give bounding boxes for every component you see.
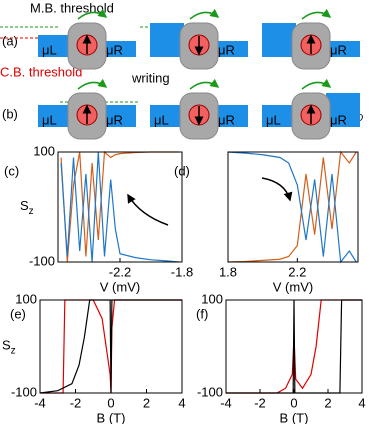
series-line (39, 299, 182, 394)
mu-label: μR (106, 112, 123, 127)
hop-arrow (189, 8, 220, 20)
series-line (226, 299, 362, 394)
hop-arrow (189, 78, 220, 90)
row-label: (a) (2, 33, 18, 48)
lead (150, 23, 184, 57)
series-line (40, 299, 182, 394)
x-tick-label: 4 (178, 395, 185, 410)
lead (262, 23, 296, 57)
arrow (261, 177, 293, 202)
lead (38, 35, 72, 57)
lead (214, 41, 248, 57)
x-tick-label: -2 (254, 395, 266, 410)
lead (38, 105, 72, 127)
panel-label: (d) (174, 163, 190, 178)
panel-label: (c) (4, 163, 19, 178)
mu-label: μL (42, 112, 57, 127)
y-tick-label: 100 (15, 291, 37, 306)
y-tick-label: -100 (29, 253, 55, 268)
mu-label: μR (218, 42, 235, 57)
x-tick-label: 2 (143, 395, 150, 410)
panel-label: (e) (10, 306, 26, 321)
hop-arrow (77, 8, 108, 20)
mu-label: μR (218, 112, 235, 127)
series-line (227, 151, 357, 264)
x-axis-label: B (T) (97, 410, 126, 424)
x-tick-label: 1.8 (219, 264, 237, 279)
lead (262, 105, 296, 127)
panel-label: (f) (196, 306, 208, 321)
cb-label: C.B. threshold (0, 64, 82, 79)
lead (326, 41, 360, 57)
x-tick-label: -4 (34, 395, 46, 410)
mu-label: μL (266, 112, 281, 127)
x-tick-label: -2.2 (109, 264, 131, 279)
x-tick-label: -1.8 (171, 264, 193, 279)
x-axis-label: V (mV) (100, 279, 140, 294)
x-tick-label: 0 (107, 395, 114, 410)
y-tick-label: 100 (201, 291, 223, 306)
x-tick-label: 4 (358, 395, 365, 410)
x-tick-label: 2 (324, 395, 331, 410)
y-axis-label: Sz (20, 198, 34, 216)
y-tick-label: -100 (197, 384, 223, 399)
lead (214, 105, 248, 127)
y-axis-label: Sz (2, 338, 16, 356)
mu-label: μL (42, 42, 57, 57)
mu-label: μR (106, 42, 123, 57)
mu-label: μR (330, 112, 347, 127)
x-tick-label: 2.2 (288, 264, 306, 279)
row-label: (b) (2, 106, 18, 121)
mu-label: μR (330, 42, 347, 57)
hop-arrow (77, 78, 108, 90)
y-tick-label: 100 (33, 143, 55, 158)
series-line (227, 150, 357, 263)
series-line (60, 151, 179, 263)
series-line (226, 299, 362, 394)
x-tick-label: -2 (70, 395, 82, 410)
mb-label: M.B. threshold (30, 0, 114, 15)
plot-frame (227, 151, 359, 263)
hop-arrow (301, 78, 332, 90)
lead (102, 105, 136, 127)
x-tick-label: -4 (220, 395, 232, 410)
hop-arrow (301, 8, 332, 20)
lead (102, 41, 136, 57)
y-tick-label: -100 (11, 384, 37, 399)
arrow (127, 193, 169, 226)
lead (326, 93, 360, 127)
x-axis-label: V (mV) (273, 279, 313, 294)
writing-label: writing (131, 70, 170, 85)
mu-label: μL (154, 112, 169, 127)
x-tick-label: 0 (290, 395, 297, 410)
lead (150, 105, 184, 127)
x-axis-label: B (T) (280, 410, 309, 424)
